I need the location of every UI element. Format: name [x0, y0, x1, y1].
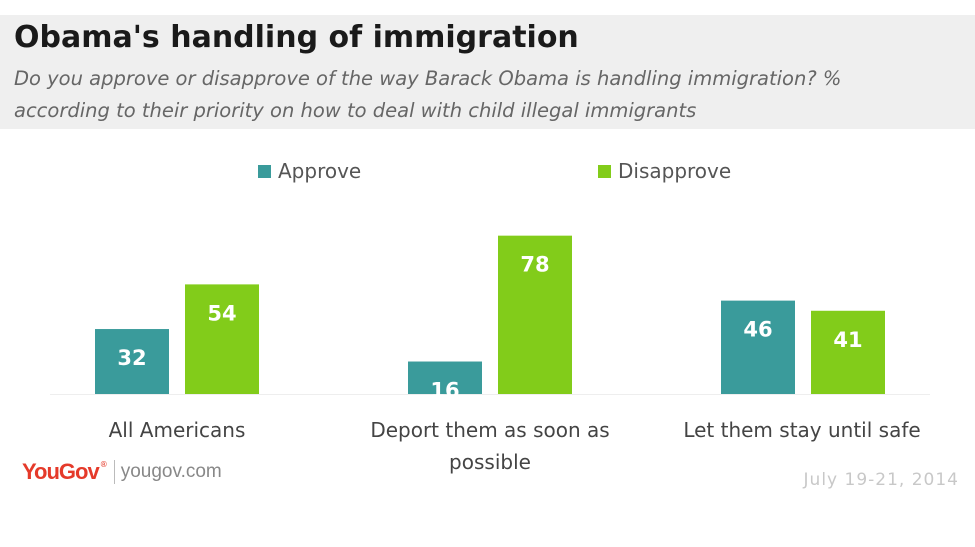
legend-label-disapprove: Disapprove	[618, 159, 732, 183]
legend-swatch-disapprove	[598, 164, 611, 178]
category-label-deport: Deport them as soon as possible	[370, 418, 610, 474]
bar-disapprove-deport	[498, 235, 572, 394]
survey-date: July 19-21, 2014	[803, 470, 959, 490]
chart-title: Obama's handling of immigration	[14, 20, 579, 55]
data-label-approve-let-stay: 46	[743, 318, 772, 342]
logo-separator	[113, 460, 115, 484]
legend-item-approve: Approve	[258, 158, 361, 184]
data-label-approve-all-americans: 32	[117, 346, 146, 370]
bar-disapprove-all-americans	[185, 284, 259, 394]
logo-brand: YouGov	[22, 459, 100, 484]
bar-approve-all-americans	[95, 329, 169, 394]
category-label-let-stay: Let them stay until safe	[683, 418, 921, 442]
data-label-disapprove-let-stay: 41	[833, 328, 862, 352]
data-label-disapprove-all-americans: 54	[207, 301, 236, 325]
chart-subtitle: Do you approve or disapprove of the way …	[14, 67, 842, 122]
legend-label-approve: Approve	[278, 159, 362, 183]
yougov-logo: YouGov ® yougov.com	[22, 456, 222, 488]
logo-registered-mark: ®	[99, 459, 108, 469]
logo-url: yougov.com	[120, 461, 222, 482]
data-label-approve-deport: 16	[430, 379, 459, 403]
bar-approve-deport	[408, 361, 482, 394]
legend-item-disapprove: Disapprove	[598, 158, 731, 184]
category-label-all-americans: All Americans	[108, 418, 246, 442]
bar-disapprove-let-stay	[811, 310, 885, 394]
header-band	[0, 15, 975, 129]
bar-approve-let-stay	[721, 300, 795, 394]
legend-swatch-approve	[258, 164, 271, 178]
data-label-disapprove-deport: 78	[520, 253, 549, 277]
